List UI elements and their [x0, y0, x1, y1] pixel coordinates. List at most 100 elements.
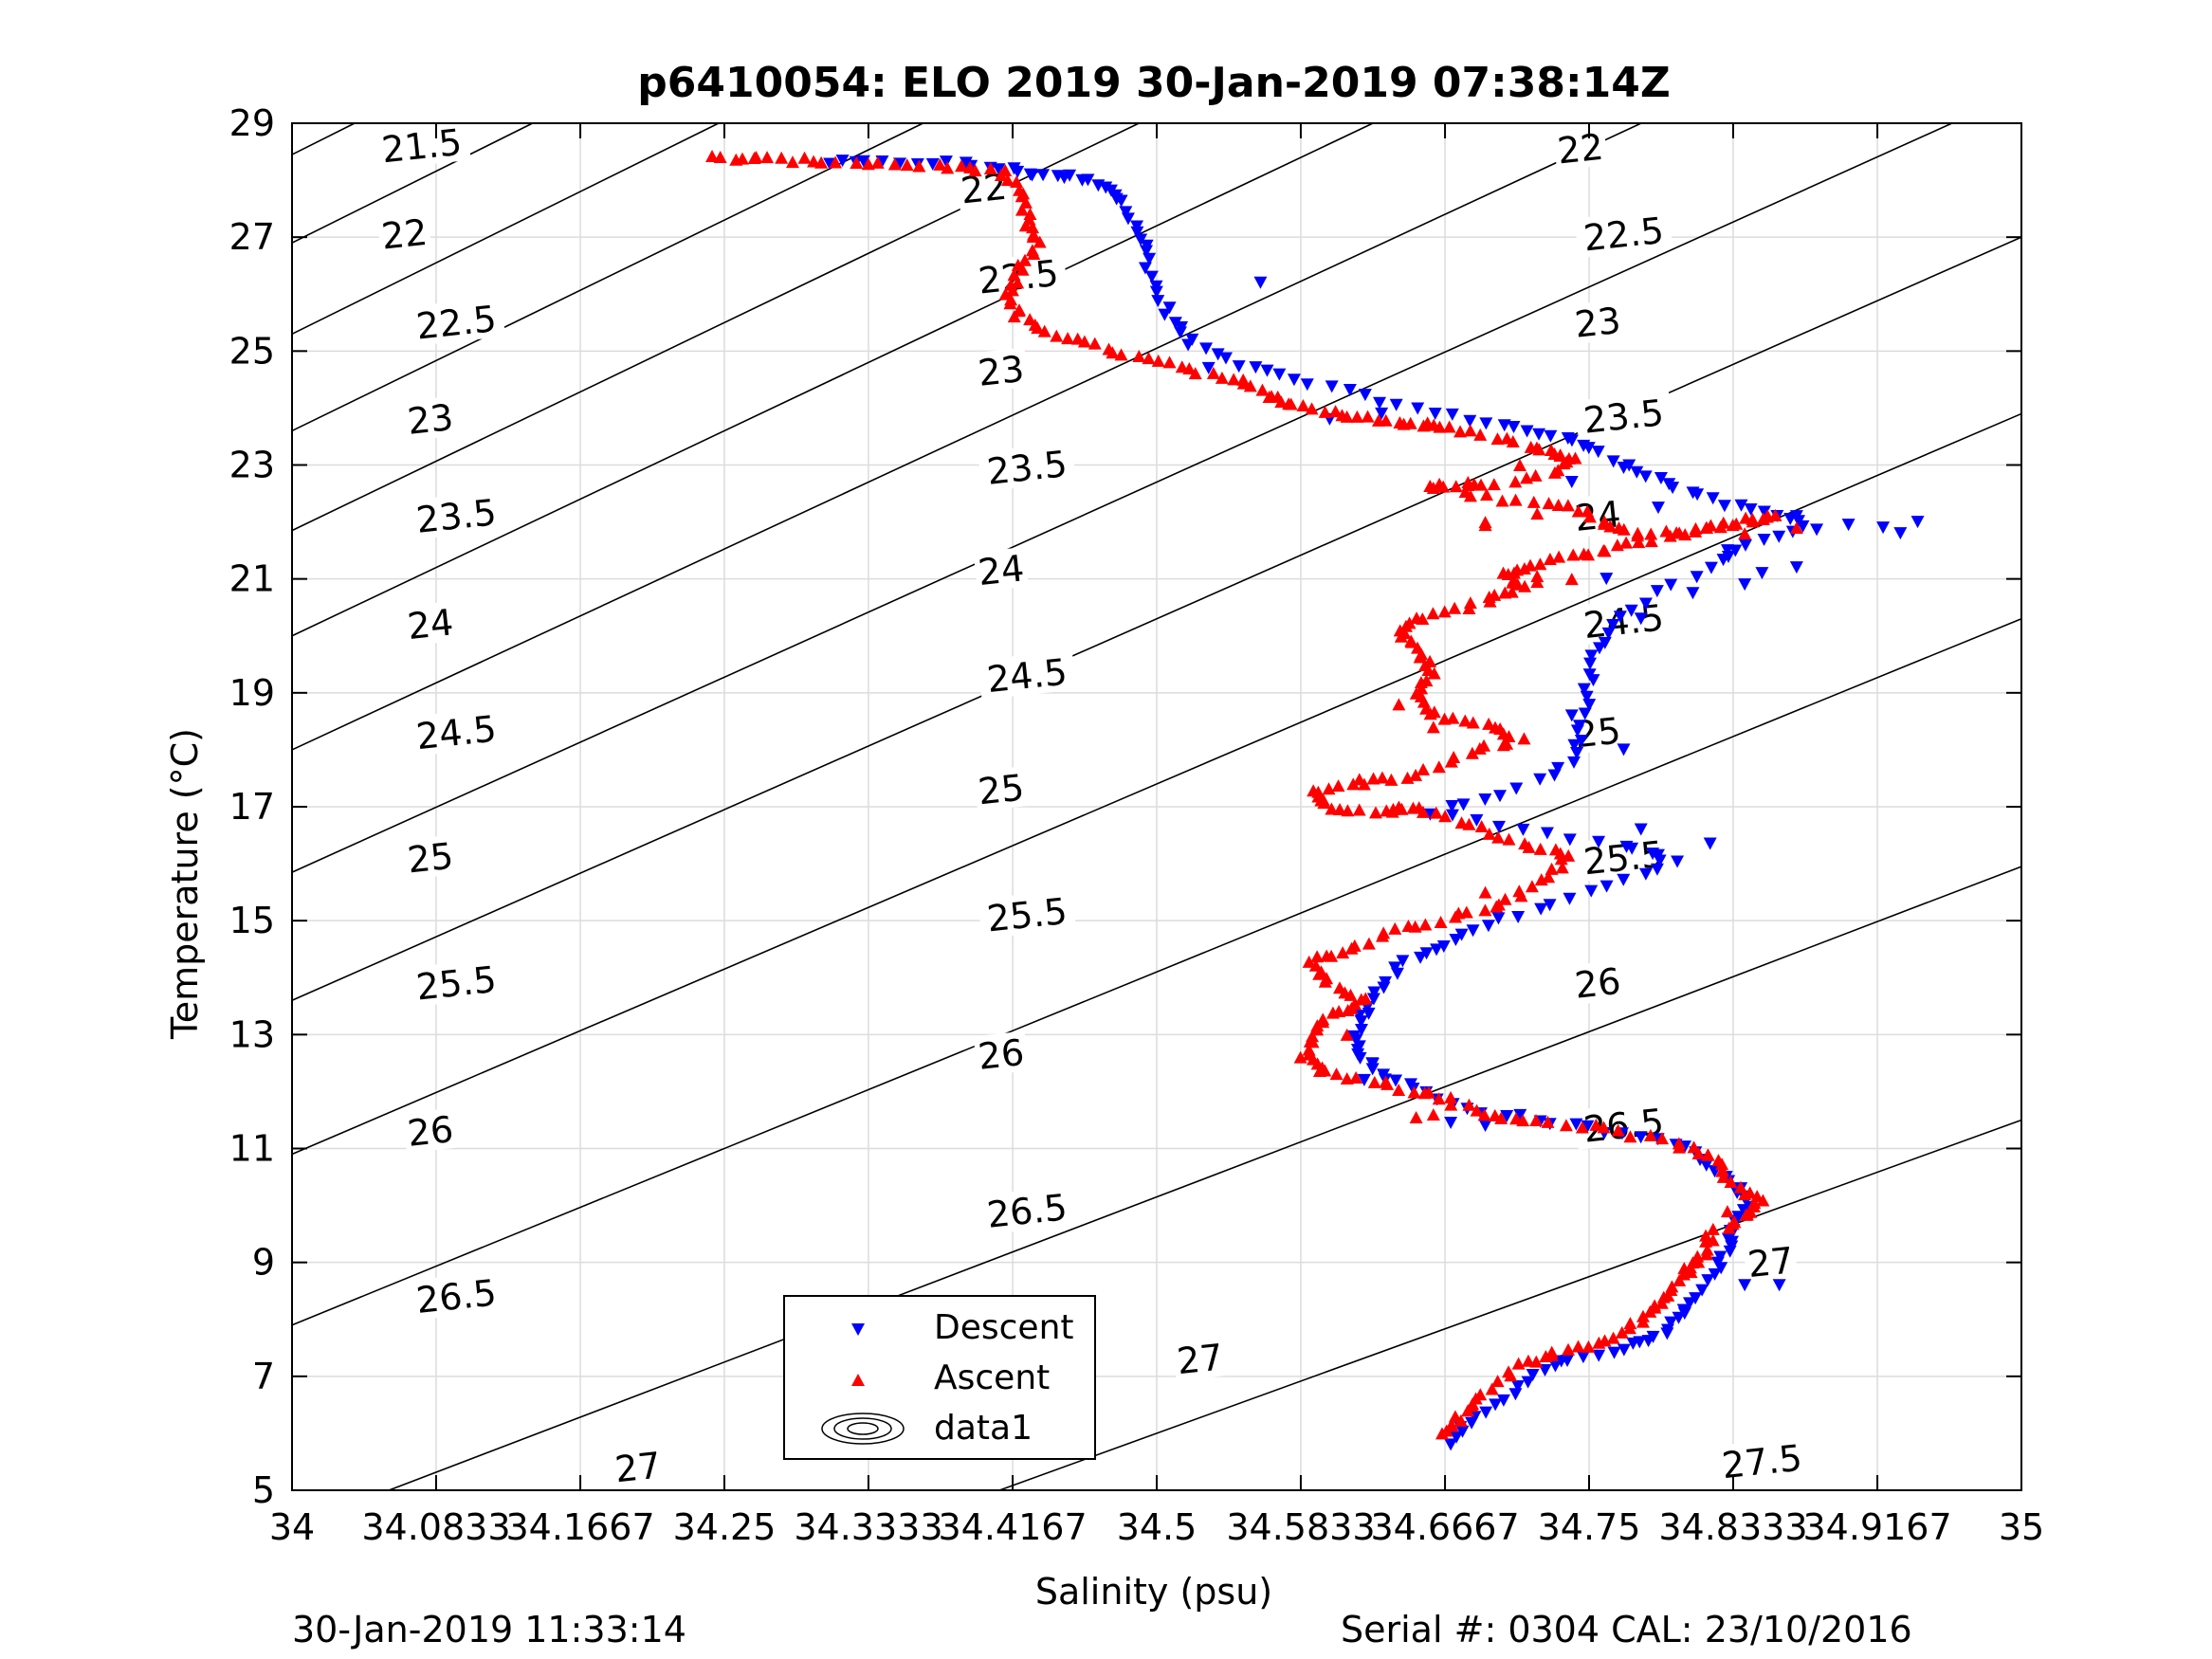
ascent-point [1340, 410, 1354, 423]
ascent-point [1305, 402, 1319, 415]
contour-label: 23 [976, 348, 1026, 394]
descent-point [1651, 848, 1665, 862]
descent-point [1428, 407, 1442, 420]
ascent-point [1317, 796, 1331, 810]
ascent-point [1699, 1234, 1713, 1248]
ascent-point [1684, 1266, 1698, 1279]
contour-label: 26 [976, 1031, 1026, 1078]
ascent-point [1760, 510, 1774, 523]
ascent-point [1562, 1342, 1576, 1356]
ascent-point [1015, 203, 1029, 216]
descent-point [1723, 1245, 1737, 1258]
contour-label-bg [973, 766, 1029, 811]
legend-descent-marker [851, 1323, 865, 1336]
descent-point [1025, 169, 1039, 182]
descent-point [1497, 419, 1511, 432]
ascent-point [1318, 975, 1332, 988]
descent-point [1638, 470, 1653, 483]
contour-label-bg [1569, 299, 1626, 345]
ascent-point [1007, 310, 1021, 323]
contour-label-bg [1574, 595, 1673, 646]
descent-point [1419, 947, 1434, 960]
descent-point [1144, 270, 1159, 283]
contour-line [291, 122, 720, 336]
contour-line [291, 617, 2022, 1326]
descent-point [1511, 911, 1526, 924]
ascent-point [814, 155, 829, 169]
ascent-point [1037, 324, 1051, 337]
descent-point [1449, 933, 1463, 946]
descent-point [1173, 326, 1187, 339]
ascent-point [1533, 842, 1547, 855]
ascent-point [1320, 949, 1334, 962]
y-tick-label: 25 [229, 330, 275, 372]
descent-point [1666, 482, 1680, 495]
contour-label: 24.5 [1581, 596, 1666, 647]
descent-point [1138, 262, 1152, 275]
ascent-point [1462, 601, 1476, 614]
descent-point [1343, 384, 1357, 397]
legend-descent-label: Descent [934, 1308, 1074, 1347]
contour-labels: 21.5 22 22.5 23 23.5 24 24.5 25 25.5 26 26.5 27 22 22… [372, 119, 1812, 1490]
descent-point [856, 155, 870, 168]
ascent-point [705, 150, 720, 163]
ascent-point [1318, 405, 1332, 418]
ascent-point [1655, 1132, 1670, 1145]
ascent-point [1720, 1205, 1734, 1218]
ascent-point [1592, 1336, 1606, 1349]
contour-label-bg [1552, 125, 1608, 171]
ascent-point [1739, 1208, 1753, 1221]
descent-point [1445, 809, 1459, 822]
ascent-point [861, 157, 875, 171]
contour-label: 26 [406, 1108, 456, 1155]
contour-label: 24 [406, 601, 456, 647]
ascent-point [1606, 1331, 1620, 1344]
descent-point [939, 155, 953, 169]
ascent-point [1532, 443, 1546, 456]
ascent-point [1088, 337, 1102, 350]
ascent-point [1433, 420, 1447, 433]
contour-label: 27 [1175, 1336, 1225, 1382]
ascent-point [1589, 1118, 1603, 1131]
descent-point [1626, 1337, 1640, 1350]
ascent-point [1392, 1084, 1406, 1097]
contour-label-bg [402, 395, 458, 442]
descent-point [1496, 1394, 1510, 1407]
descent-point [1591, 446, 1605, 459]
contour-label: 23.5 [985, 443, 1069, 493]
contour-label: 23 [406, 396, 456, 443]
descent-point [1714, 1262, 1728, 1275]
ascent-point [1367, 1075, 1381, 1088]
ascent-point [1539, 1349, 1553, 1362]
descent-point [1716, 554, 1730, 567]
ascent-point [1619, 536, 1634, 549]
descent-point [893, 157, 907, 171]
ascent-point [1388, 921, 1402, 935]
descent-point [1607, 1346, 1621, 1359]
ascent-point [1453, 1413, 1468, 1427]
descent-point [1617, 1343, 1631, 1357]
ascent-point [1482, 717, 1496, 730]
descent-point [1287, 374, 1301, 387]
descent-point [1672, 1311, 1686, 1324]
ascent-point [1533, 557, 1547, 571]
descent-point [1414, 951, 1428, 964]
contour-line [388, 866, 2022, 1491]
ascent-point [1520, 471, 1534, 484]
descent-point [1479, 1406, 1493, 1419]
contour-line [291, 122, 356, 155]
ascent-point [1293, 1050, 1307, 1064]
ascent-point [1418, 918, 1433, 931]
contour-label: 26 [1573, 960, 1623, 1007]
descent-point [1601, 627, 1616, 640]
descent-point [1354, 1015, 1368, 1029]
descent-point [1444, 1438, 1458, 1451]
ascent-point [1715, 1158, 1729, 1171]
descent-point [1349, 1033, 1363, 1047]
ascent-point [1368, 806, 1382, 819]
ascent-point [1352, 803, 1366, 816]
descent-point [1772, 1279, 1786, 1292]
ascent-point [829, 155, 843, 169]
ascent-point [1644, 535, 1658, 548]
